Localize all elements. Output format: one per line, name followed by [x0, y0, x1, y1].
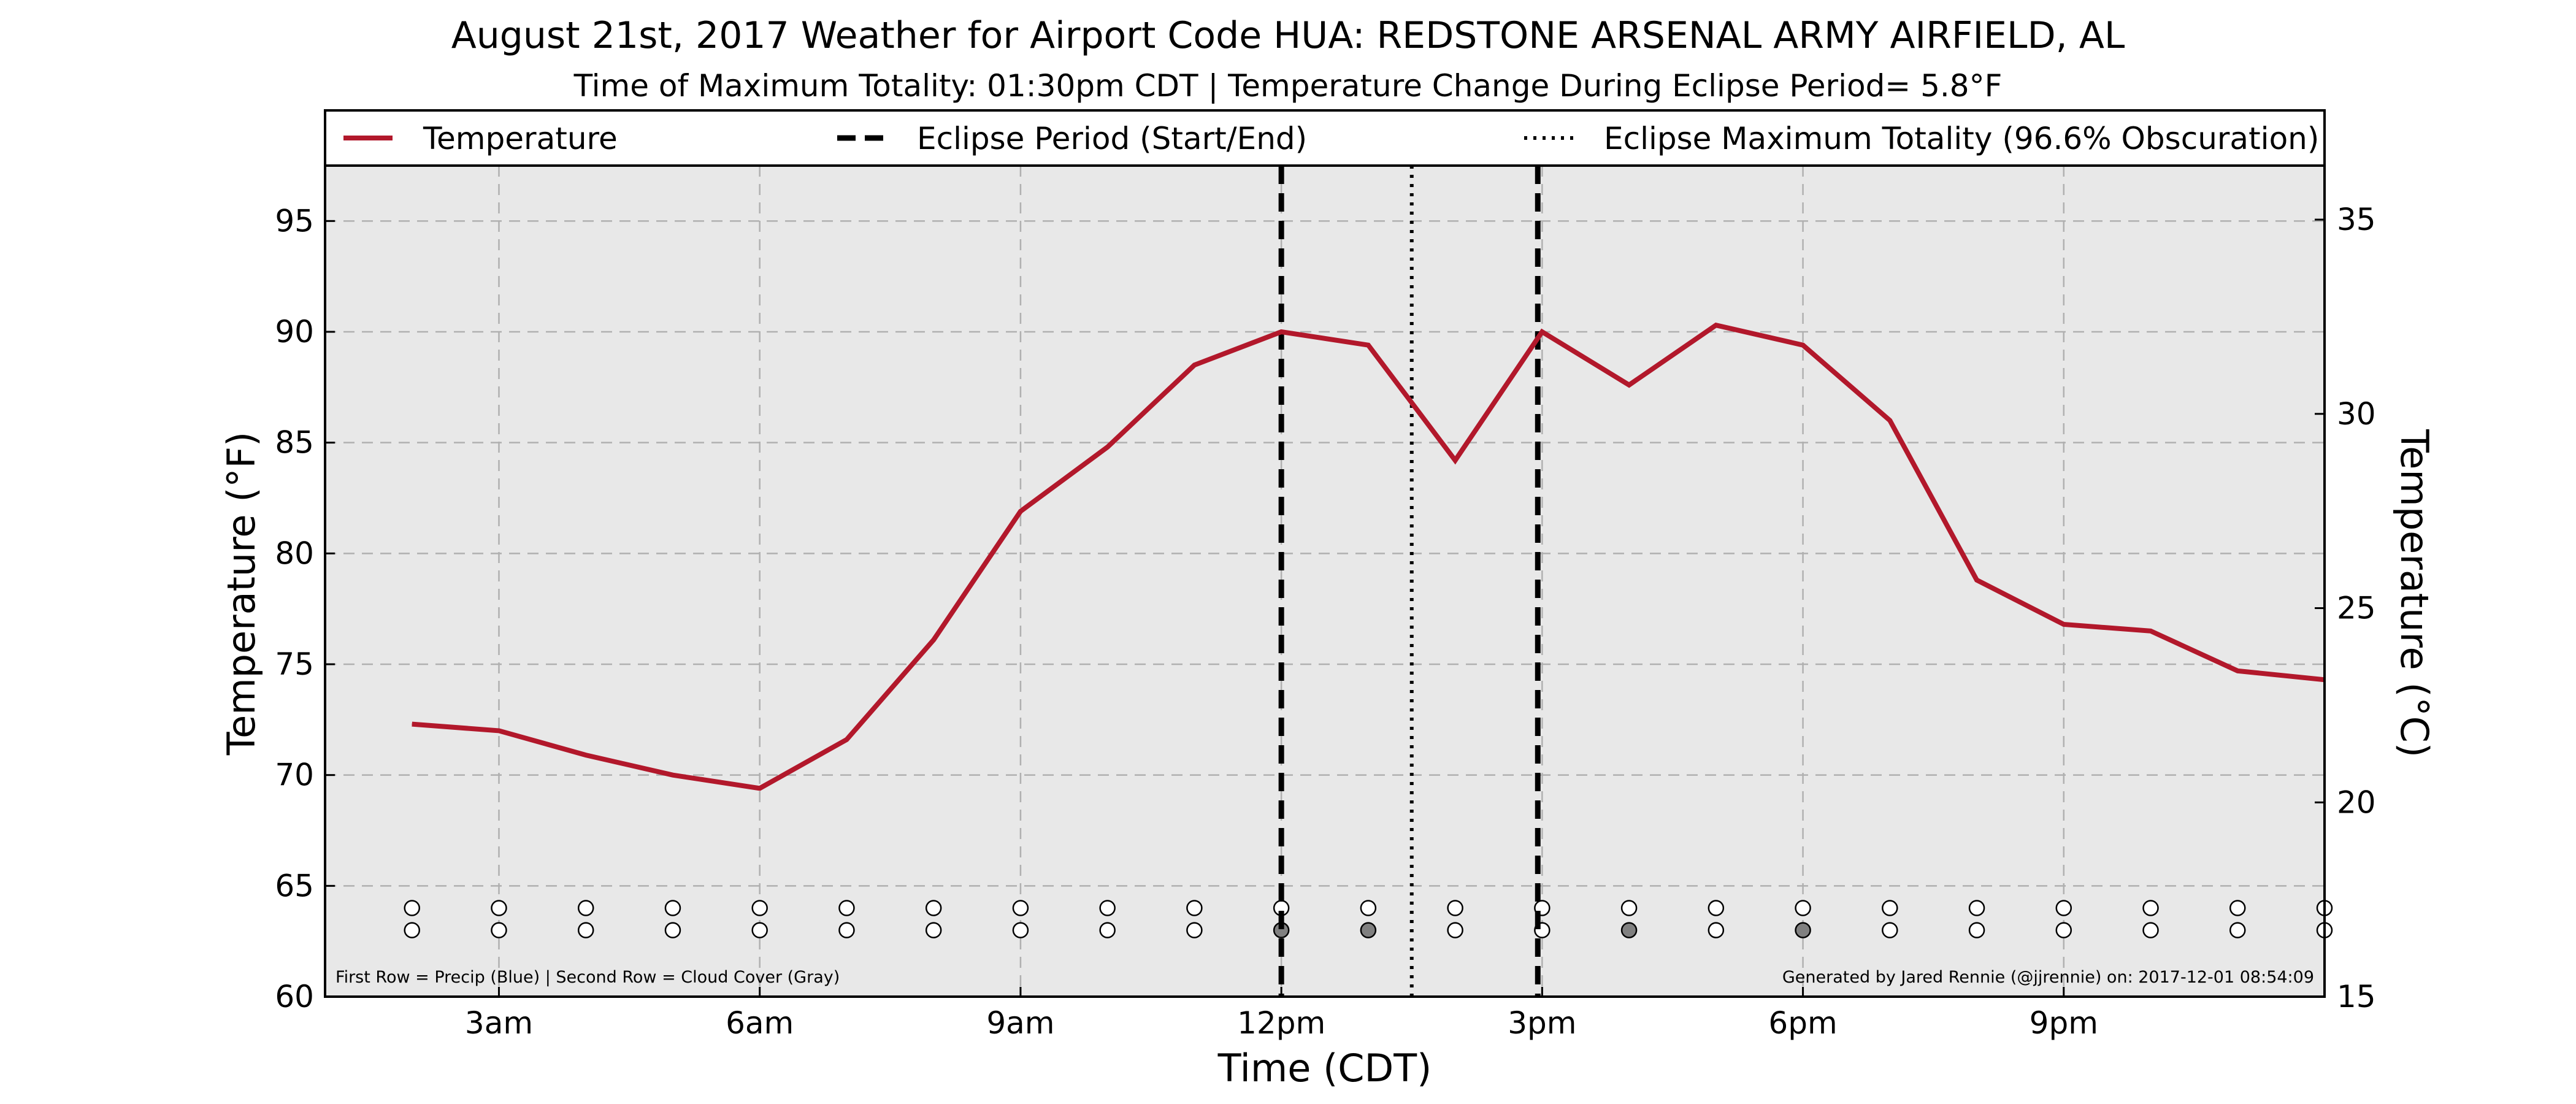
cloud-cover-marker — [1968, 922, 1985, 938]
cloud-cover-marker — [1012, 922, 1029, 938]
precip-marker — [925, 900, 942, 916]
y-tick-label: 85 — [275, 425, 314, 461]
precip-marker — [1882, 900, 1898, 916]
cloud-cover-marker — [1882, 922, 1898, 938]
precip-marker — [1360, 900, 1377, 916]
y-tick-label: 95 — [275, 203, 314, 239]
x-tick-label: 6pm — [1768, 1005, 1837, 1041]
precip-marker — [1795, 900, 1811, 916]
cloud-cover-marker — [2055, 922, 2072, 938]
precip-marker — [1620, 900, 1638, 916]
precip-marker — [1099, 900, 1116, 916]
y-tick-label: 80 — [275, 535, 314, 571]
x-tick-label: 3am — [465, 1005, 533, 1041]
temperature-point — [1020, 511, 1021, 512]
x-tick-label: 12pm — [1237, 1005, 1325, 1041]
y-axis-label-right: Temperature (°C) — [2392, 429, 2437, 757]
cloud-cover-marker — [751, 922, 768, 938]
temperature-point — [759, 788, 761, 789]
legend-box — [324, 109, 2326, 167]
precip-marker — [491, 900, 507, 916]
cloud-cover-marker — [1795, 922, 1811, 938]
y-tick-label: 75 — [275, 646, 314, 682]
cloud-cover-marker — [2229, 922, 2246, 938]
y-right-tick-label: 35 — [2337, 202, 2376, 237]
precip-marker — [838, 900, 855, 916]
cloud-cover-marker — [2142, 922, 2159, 938]
x-tick-label: 9pm — [2030, 1005, 2098, 1041]
y-axis-label-left: Temperature (°F) — [219, 432, 264, 756]
cloud-cover-marker — [925, 922, 942, 938]
note-left: First Row = Precip (Blue) | Second Row =… — [335, 968, 840, 987]
plot-notes: First Row = Precip (Blue) | Second Row =… — [335, 968, 2314, 987]
temperature-point — [846, 739, 847, 740]
series-layer — [412, 322, 2325, 791]
x-axis-label: Time (CDT) — [1217, 1046, 1432, 1091]
precip-marker — [577, 900, 594, 916]
cloud-cover-marker — [1620, 922, 1638, 938]
cloud-cover-marker — [1186, 922, 1203, 938]
cloud-cover-marker — [404, 922, 420, 938]
precip-marker — [1447, 900, 1463, 916]
chart-subtitle: Time of Maximum Totality: 01:30pm CDT | … — [573, 68, 2003, 104]
y-right-tick-label: 25 — [2337, 591, 2376, 626]
cloud-cover-marker — [1708, 922, 1725, 938]
eclipse-lines — [1278, 166, 1541, 997]
x-tick-label: 9am — [986, 1005, 1054, 1041]
precip-marker — [1186, 900, 1203, 916]
cloud-cover-marker — [1360, 922, 1377, 938]
y-tick-label: 65 — [275, 868, 314, 903]
y-tick-label: 70 — [275, 757, 314, 793]
precip-marker — [751, 900, 768, 916]
y-tick-label: 90 — [275, 314, 314, 350]
precip-marker — [1708, 900, 1725, 916]
x-tick-label: 6am — [726, 1005, 794, 1041]
legend-label-temperature: Temperature — [423, 121, 618, 156]
x-tick-label: 3pm — [1508, 1005, 1576, 1041]
chart-title: August 21st, 2017 Weather for Airport Co… — [451, 14, 2125, 57]
precip-marker — [2142, 900, 2159, 916]
y-right-tick-label: 20 — [2337, 784, 2376, 820]
y-right-tick-label: 15 — [2337, 979, 2376, 1014]
cloud-cover-marker — [1099, 922, 1116, 938]
cloud-cover-marker — [838, 922, 855, 938]
y-right-tick-label: 30 — [2337, 396, 2376, 432]
precip-marker — [664, 900, 681, 916]
cloud-cover-marker — [577, 922, 594, 938]
precip-marker — [404, 900, 420, 916]
legend-label-max-totality: Eclipse Maximum Totality (96.6% Obscurat… — [1604, 121, 2319, 156]
precip-marker — [1012, 900, 1029, 916]
precip-marker — [2229, 900, 2246, 916]
note-right: Generated by Jared Rennie (@jjrennie) on… — [1782, 968, 2314, 987]
cloud-cover-marker — [664, 922, 681, 938]
temperature-point — [1194, 364, 1195, 366]
temperature-point — [1715, 324, 1717, 326]
temperature-point — [2237, 670, 2238, 672]
legend-label-eclipse-period: Eclipse Period (Start/End) — [917, 121, 1307, 156]
cloud-cover-marker — [491, 922, 507, 938]
y-tick-label: 60 — [275, 979, 314, 1014]
precip-marker — [1968, 900, 1985, 916]
precip-cloud-indicators — [404, 900, 2333, 938]
legend: Temperature Eclipse Period (Start/End) E… — [324, 109, 2326, 167]
cloud-cover-marker — [1447, 922, 1463, 938]
precip-marker — [2055, 900, 2072, 916]
axes: 60 65 70 75 80 85 90 95 15 20 25 30 35 3am 6am 9am 12pm 3… — [275, 202, 2375, 1041]
